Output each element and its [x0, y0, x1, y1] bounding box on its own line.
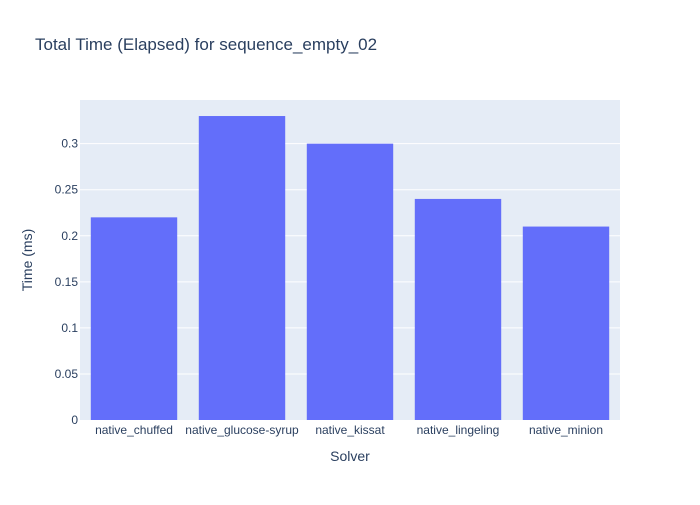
bar-native_lingeling[interactable] — [414, 198, 502, 420]
x-tick-label: native_glucose-syrup — [185, 423, 299, 437]
bar-native_kissat[interactable] — [306, 143, 394, 420]
x-tick-label: native_kissat — [315, 423, 385, 437]
x-axis-ticks: native_chuffed native_glucose-syrup native… — [95, 423, 603, 437]
y-tick-label: 0.3 — [61, 137, 78, 151]
bars — [90, 116, 610, 420]
y-tick-label: 0 — [71, 413, 78, 427]
y-tick-label: 0.1 — [61, 321, 78, 335]
y-tick-label: 0.2 — [61, 229, 78, 243]
y-tick-label: 0.05 — [55, 367, 79, 381]
x-axis-title: Solver — [330, 448, 370, 464]
x-tick-label: native_chuffed — [95, 423, 173, 437]
x-tick-label: native_minion — [529, 423, 603, 437]
y-axis-ticks: 0 0.05 0.1 0.15 0.2 0.25 0.3 — [55, 137, 79, 427]
x-tick-label: native_lingeling — [417, 423, 500, 437]
bar-native_chuffed[interactable] — [90, 217, 178, 420]
chart-title: Total Time (Elapsed) for sequence_empty_… — [35, 35, 377, 54]
y-tick-label: 0.15 — [55, 275, 79, 289]
y-axis-title: Time (ms) — [19, 229, 35, 291]
bar-native_glucose-syrup[interactable] — [198, 116, 286, 420]
y-tick-label: 0.25 — [55, 183, 79, 197]
bar-native_minion[interactable] — [522, 226, 610, 420]
